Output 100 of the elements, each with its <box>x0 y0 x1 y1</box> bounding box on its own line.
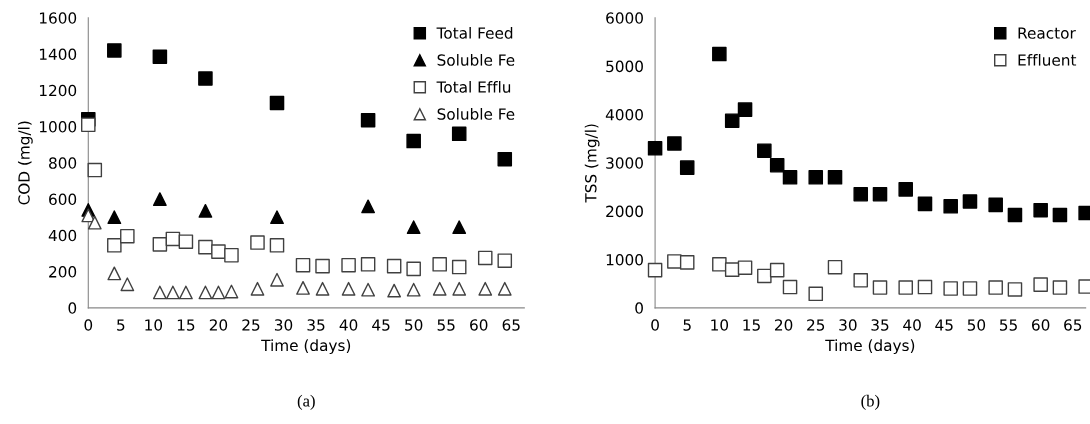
point <box>87 162 103 178</box>
point <box>782 170 798 185</box>
point <box>178 285 193 300</box>
point <box>853 186 869 202</box>
point <box>406 282 421 297</box>
point <box>224 284 239 299</box>
x-tick-label: 0 <box>84 319 93 331</box>
y-tick-label: 0 <box>635 302 643 314</box>
point <box>712 46 727 62</box>
point <box>737 260 753 275</box>
point <box>1052 280 1068 295</box>
point <box>341 281 356 296</box>
point <box>386 258 402 274</box>
x-tick-label: 10 <box>145 319 163 331</box>
x-tick-label: 30 <box>274 319 293 331</box>
x-tick-label: 55 <box>999 319 1017 331</box>
point <box>724 113 740 129</box>
point <box>81 208 96 223</box>
x-tick-label: 35 <box>871 319 889 331</box>
y-axis-title: TSS (mg/l) <box>584 124 600 203</box>
point <box>406 261 421 277</box>
point <box>152 285 167 300</box>
point <box>269 238 285 253</box>
point <box>827 170 843 185</box>
point <box>769 262 785 278</box>
point <box>452 220 467 235</box>
x-tick-label: 60 <box>470 319 488 331</box>
y-tick-label: 1600 <box>39 12 77 24</box>
point <box>679 255 695 270</box>
point <box>898 182 913 197</box>
legend-label: Total Feed <box>436 26 513 39</box>
point <box>451 259 467 275</box>
y-tick-label: 4000 <box>605 108 643 121</box>
y-tick-label: 800 <box>49 157 77 169</box>
point <box>360 257 376 272</box>
legend-label: Total Efflu <box>436 80 511 93</box>
point <box>81 117 96 133</box>
text: (b) <box>861 394 880 410</box>
point <box>988 197 1003 213</box>
y-axis-title: COD (mg/l) <box>17 121 33 205</box>
point <box>406 220 421 235</box>
point <box>1007 282 1023 297</box>
point <box>497 281 512 296</box>
point <box>497 151 513 167</box>
y-tick-label: 6000 <box>606 12 643 24</box>
point <box>872 186 888 202</box>
point <box>452 281 467 296</box>
x-tick-label: 20 <box>209 319 228 331</box>
point <box>406 133 421 149</box>
y-tick-label: 1200 <box>39 84 77 97</box>
x-tick-label: 15 <box>743 319 760 331</box>
point <box>198 239 213 255</box>
x-tick-label: 60 <box>1032 319 1050 331</box>
point <box>152 192 167 206</box>
point <box>478 281 493 296</box>
point <box>360 112 376 128</box>
x-axis-title: Time (days) <box>261 339 351 355</box>
point <box>1033 202 1048 218</box>
point <box>477 250 493 266</box>
point <box>917 196 933 212</box>
y-tick-label: 200 <box>49 266 77 278</box>
y-tick-label: 0 <box>68 302 77 314</box>
point <box>250 281 265 296</box>
x-tick-label: 35 <box>307 319 325 331</box>
x-tick-label: 65 <box>1064 319 1082 331</box>
x-tick-label: 45 <box>935 319 953 331</box>
point <box>757 143 772 159</box>
point <box>120 277 135 292</box>
y-tick-label: 600 <box>49 193 77 206</box>
point <box>962 194 978 209</box>
point <box>1007 207 1023 223</box>
point <box>296 280 310 295</box>
y-tick-label: 1000 <box>606 253 643 266</box>
point <box>917 279 933 295</box>
y-tick-label: 5000 <box>606 60 643 73</box>
x-tick-label: 5 <box>683 319 691 331</box>
point <box>295 257 311 273</box>
point <box>647 141 663 156</box>
point <box>827 259 843 275</box>
point <box>315 281 330 296</box>
point <box>667 136 682 151</box>
point <box>962 281 978 296</box>
point <box>808 170 824 185</box>
point <box>315 258 330 274</box>
point <box>198 71 213 86</box>
x-tick-label: 30 <box>839 319 857 331</box>
x-tick-label: 25 <box>807 319 825 331</box>
point <box>87 215 102 230</box>
x-tick-label: 50 <box>405 319 423 331</box>
point <box>107 210 122 225</box>
point <box>361 199 376 214</box>
point <box>107 43 122 58</box>
point <box>872 280 888 295</box>
y-tick-label: 1400 <box>39 48 77 61</box>
x-tick-label: 40 <box>903 319 921 331</box>
point <box>165 285 180 300</box>
point <box>943 199 958 214</box>
point <box>198 285 213 300</box>
legend-label: Soluble Fe <box>437 53 515 66</box>
y-tick-label: 2000 <box>606 205 643 218</box>
